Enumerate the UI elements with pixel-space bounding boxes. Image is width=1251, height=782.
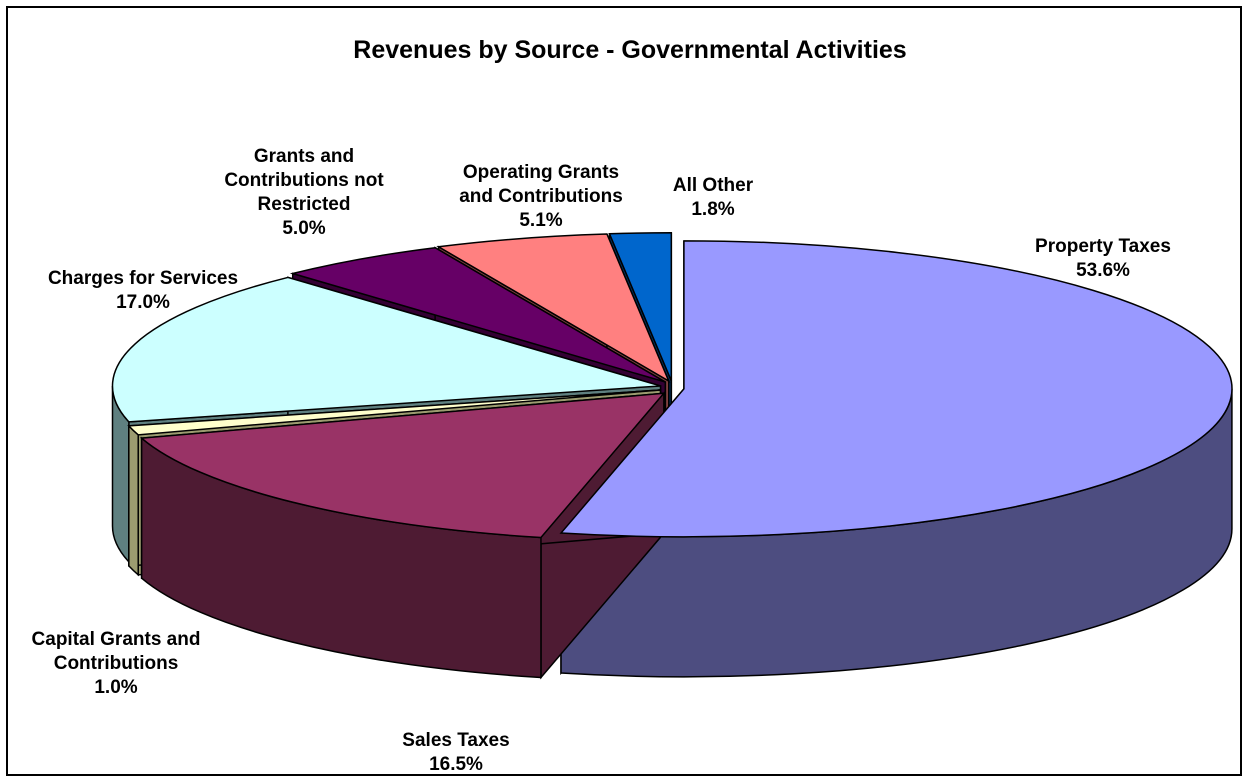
slice-tops (111, 232, 1233, 539)
value-label-sales-taxes: 16.5% (429, 754, 483, 775)
value-label-operating-grants-and-contributions: 5.1% (519, 210, 562, 231)
slice-capital-grants-and-contributions (127, 389, 661, 436)
label-charges-for-services: Charges for Services 17.0% (48, 268, 238, 313)
label-operating-grants-and-contributions: Operating Grants and Contributions 5.1% (459, 162, 623, 231)
chart-title: Revenues by Source - Governmental Activi… (353, 36, 906, 64)
slice-sales-taxes (139, 392, 666, 539)
slice-property-taxes (559, 240, 1233, 538)
slice-labels: Property Taxes 53.6% Sales Taxes 16.5% Capit… (32, 146, 1171, 775)
slice-charges-for-services (111, 276, 661, 423)
label-capital-grants-and-contributions: Capital Grants and Contributions 1.0% (32, 629, 201, 698)
value-label-charges-for-services: 17.0% (116, 292, 170, 313)
label-sales-taxes: Sales Taxes 16.5% (402, 730, 509, 775)
label-property-taxes: Property Taxes 53.6% (1035, 236, 1171, 281)
slice-operating-grants-and-contributions (436, 233, 671, 383)
slice-grants-and-contributions-not-restricted (289, 246, 666, 383)
slice-all-other (608, 232, 673, 382)
label-grants-and-contributions-not-restricted: Grants and Contributions not Restricted 5.0… (224, 146, 384, 239)
value-label-grants-and-contributions-not-restricted: 5.0% (282, 218, 325, 239)
slice-outer-wall-capital-grants-and-contributions (128, 423, 139, 577)
value-label-capital-grants-and-contributions: 1.0% (94, 677, 137, 698)
value-label-all-other: 1.8% (691, 199, 734, 220)
value-label-property-taxes: 53.6% (1076, 260, 1130, 281)
label-all-other: All Other 1.8% (673, 175, 754, 220)
